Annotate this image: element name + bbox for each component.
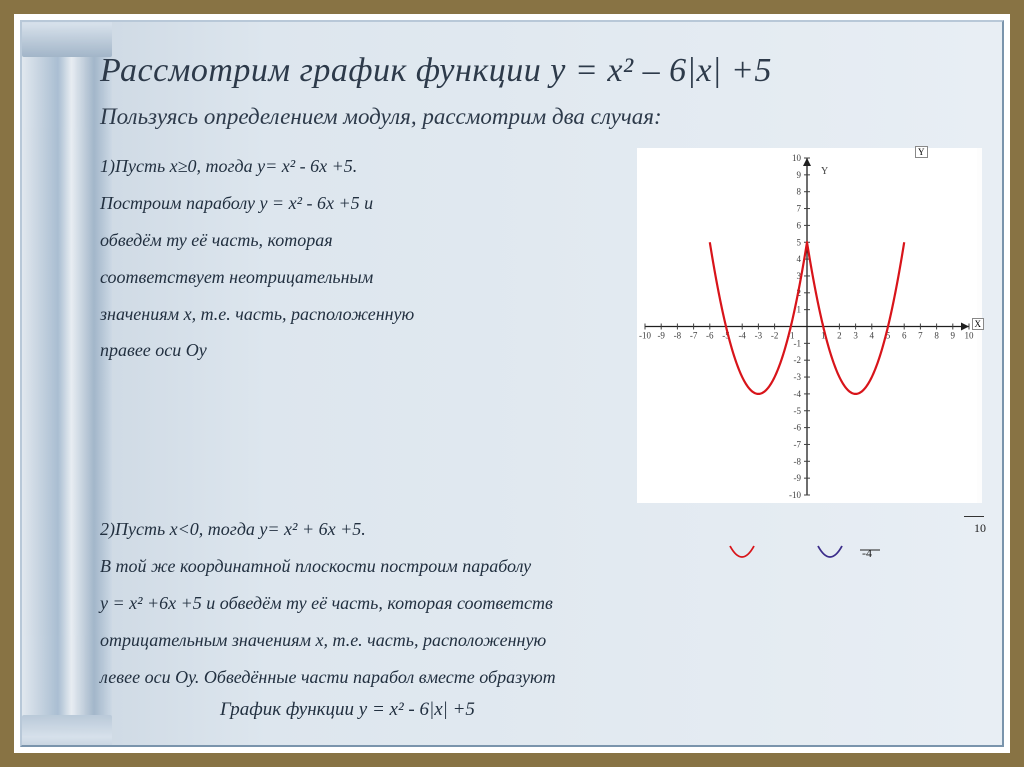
svg-text:-6: -6 <box>794 423 802 433</box>
slide-subtitle: Пользуясь определением модуля, рассмотри… <box>100 104 982 130</box>
case2-line4: левее оси Оу. Обведённые части парабол в… <box>100 659 982 696</box>
overflow-tick-label: 10 <box>974 521 986 535</box>
function-graph: -10-9-8-7-6-5-4-3-2-112345678910-10-9-8-… <box>637 148 977 503</box>
case1-line1: Построим параболу у = х² - 6х +5 и <box>100 185 617 222</box>
svg-text:9: 9 <box>797 170 802 180</box>
svg-text:-5: -5 <box>794 406 802 416</box>
case1-text: 1)Пусть х≥0, тогда у= х² - 6х +5. Постро… <box>100 148 617 369</box>
svg-text:3: 3 <box>853 331 858 341</box>
svg-text:2: 2 <box>837 331 842 341</box>
svg-text:-9: -9 <box>794 473 802 483</box>
svg-text:-1: -1 <box>794 338 802 348</box>
content-area: Рассмотрим график функции у = х² – 6|х| … <box>100 52 982 725</box>
svg-text:10: 10 <box>965 331 975 341</box>
svg-text:9: 9 <box>951 331 956 341</box>
svg-text:6: 6 <box>797 220 802 230</box>
svg-text:-10: -10 <box>789 490 801 500</box>
svg-text:-9: -9 <box>657 331 665 341</box>
svg-text:-3: -3 <box>755 331 763 341</box>
bottom-caption: График функции у = х² - 6|х| +5 <box>100 699 982 721</box>
svg-text:-4: -4 <box>862 546 872 560</box>
case2-line3: отрицательным значениям х, т.е. часть, р… <box>100 622 982 659</box>
svg-text:-4: -4 <box>794 389 802 399</box>
svg-text:4: 4 <box>797 254 802 264</box>
svg-text:-2: -2 <box>771 331 779 341</box>
two-column-row: 1)Пусть х≥0, тогда у= х² - 6х +5. Постро… <box>100 148 982 503</box>
case1-line5: правее оси Оу <box>100 332 617 369</box>
slide-title: Рассмотрим график функции у = х² – 6|х| … <box>100 52 982 90</box>
inner-frame: Рассмотрим график функции у = х² – 6|х| … <box>14 14 1010 753</box>
case2-text: 2)Пусть х<0, тогда у= х² + 6х +5. В той … <box>100 511 982 695</box>
case1-heading: 1)Пусть х≥0, тогда у= х² - 6х +5. <box>100 148 617 185</box>
svg-text:7: 7 <box>918 331 923 341</box>
svg-text:5: 5 <box>797 237 802 247</box>
svg-text:10: 10 <box>792 153 802 163</box>
svg-text:Y: Y <box>821 166 828 177</box>
column-decoration <box>22 22 112 745</box>
svg-text:7: 7 <box>797 204 802 214</box>
svg-text:6: 6 <box>902 331 907 341</box>
svg-text:-4: -4 <box>738 331 746 341</box>
svg-text:-8: -8 <box>674 331 682 341</box>
overflow-tick: 10 <box>964 506 984 536</box>
case1-line3: соответствует неотрицательным <box>100 259 617 296</box>
svg-text:8: 8 <box>797 187 802 197</box>
mini-arcs: -4 <box>712 540 882 580</box>
svg-text:-7: -7 <box>690 331 698 341</box>
svg-text:-3: -3 <box>794 372 802 382</box>
chart-container: Y -10-9-8-7-6-5-4-3-2-112345678910-10-9-… <box>637 148 982 503</box>
case1-line4: значениям х, т.е. часть, расположенную <box>100 296 617 333</box>
svg-text:-8: -8 <box>794 456 802 466</box>
svg-text:4: 4 <box>870 331 875 341</box>
y-arrow-label: Y <box>915 146 928 158</box>
svg-text:1: 1 <box>797 305 802 315</box>
x-axis-label: X <box>972 318 985 330</box>
svg-text:8: 8 <box>934 331 939 341</box>
svg-text:-6: -6 <box>706 331 714 341</box>
case1-line2: обведём ту её часть, которая <box>100 222 617 259</box>
svg-text:-2: -2 <box>794 355 802 365</box>
svg-text:-7: -7 <box>794 439 802 449</box>
slide-surface: Рассмотрим график функции у = х² – 6|х| … <box>20 20 1004 747</box>
outer-frame: Рассмотрим график функции у = х² – 6|х| … <box>0 0 1024 767</box>
case2-line2: у = х² +6х +5 и обведём ту её часть, кот… <box>100 585 982 622</box>
svg-text:-10: -10 <box>639 331 651 341</box>
